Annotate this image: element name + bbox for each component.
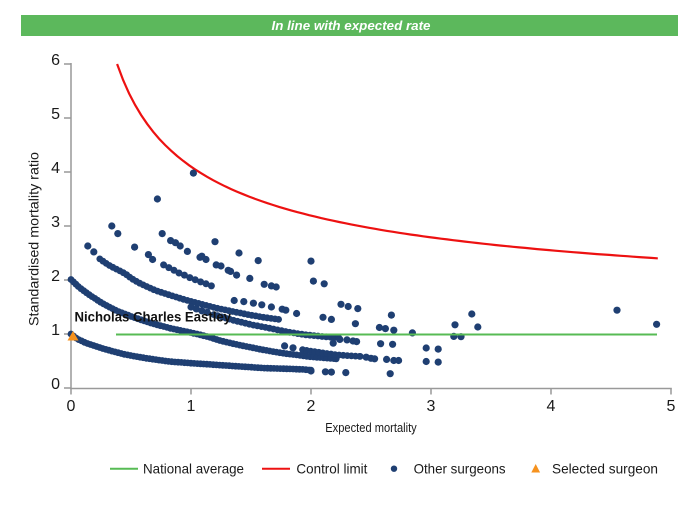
- svg-text:3: 3: [427, 398, 436, 415]
- svg-text:5: 5: [51, 106, 60, 123]
- svg-text:3: 3: [51, 214, 60, 231]
- svg-text:2: 2: [51, 268, 60, 285]
- svg-text:Nicholas Charles Eastley: Nicholas Charles Eastley: [75, 309, 232, 325]
- svg-text:In line with expected rate: In line with expected rate: [272, 19, 431, 33]
- svg-text:1: 1: [187, 398, 196, 415]
- svg-text:Expected mortality: Expected mortality: [325, 421, 417, 435]
- svg-text:4: 4: [547, 398, 556, 415]
- svg-text:Control limit: Control limit: [296, 461, 367, 477]
- svg-text:5: 5: [667, 398, 676, 415]
- svg-text:Standardised mortality ratio: Standardised mortality ratio: [26, 152, 42, 326]
- svg-text:6: 6: [51, 52, 60, 69]
- svg-text:4: 4: [51, 160, 60, 177]
- svg-text:0: 0: [67, 398, 76, 415]
- svg-text:0: 0: [51, 376, 60, 393]
- svg-text:Selected surgeon: Selected surgeon: [552, 461, 658, 477]
- svg-text:Other surgeons: Other surgeons: [414, 461, 506, 477]
- svg-text:1: 1: [51, 322, 60, 339]
- svg-text:2: 2: [307, 398, 316, 415]
- svg-text:National average: National average: [143, 461, 244, 477]
